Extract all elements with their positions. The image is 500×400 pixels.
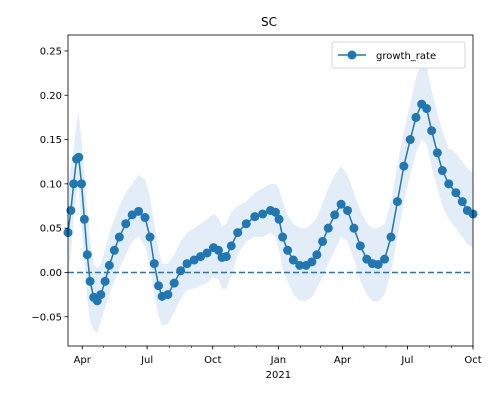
growth-rate-point [213, 245, 223, 255]
growth-rate-point [437, 166, 447, 176]
legend-marker-swatch [347, 50, 357, 60]
x-tick-label: Jan [270, 355, 286, 366]
growth-rate-point [411, 112, 421, 122]
x-tick-label: Apr [334, 355, 352, 366]
axes-layer: −0.05 0.00 0.05 0.10 0.15 0.20 0.25 Apr Jul Oct Ja… [31, 34, 482, 381]
x-tick-label: Jul [140, 355, 153, 366]
growth-rate-point [140, 213, 150, 223]
x-tick-year-label: 2021 [266, 370, 291, 381]
growth-rate-line [67, 102, 474, 303]
growth-rate-point [74, 152, 84, 162]
growth-rate-point [343, 205, 353, 215]
growth-rate-point [288, 255, 298, 265]
growth-rate-point [149, 259, 159, 269]
growth-rate-point [104, 260, 114, 270]
growth-rate-point [258, 209, 268, 219]
growth-rate-point [386, 232, 396, 242]
growth-rate-point [69, 179, 79, 189]
y-tick-label: −0.05 [31, 312, 62, 323]
growth-rate-point [451, 188, 461, 198]
growth-rate-point [221, 252, 231, 262]
legend-box [331, 41, 466, 69]
growth-rate-point [79, 214, 89, 224]
growth-rate-point [278, 232, 288, 242]
growth-rate-point [202, 248, 212, 258]
growth-rate-point [100, 276, 110, 286]
plot-area-frame [67, 34, 474, 347]
growth-rate-point [154, 281, 164, 291]
growth-rate-point [330, 210, 340, 220]
growth-rate-point [270, 207, 280, 217]
growth-rate-point [444, 179, 454, 189]
growth-rate-point [432, 148, 442, 158]
growth-rate-point [114, 232, 124, 242]
legend: growth_rate [331, 41, 466, 69]
growth-rate-point [226, 241, 236, 251]
growth-rate-point [233, 228, 243, 238]
y-tick-label: 0.15 [40, 135, 62, 146]
growth-rate-point [241, 219, 251, 229]
growth-rate-point [283, 245, 293, 255]
growth-rate-point [66, 205, 76, 215]
growth-rate-point [176, 266, 186, 276]
growth-rate-point [295, 260, 305, 270]
growth-rate-point [373, 259, 383, 269]
growth-rate-point [163, 290, 173, 300]
legend-label-growth-rate: growth_rate [376, 51, 436, 62]
growth-rate-point [427, 126, 437, 136]
x-tick-label: Jul [400, 355, 413, 366]
growth-rate-point [380, 254, 390, 264]
x-tick-label: Oct [204, 355, 221, 366]
growth-rate-point [85, 276, 95, 286]
growth-rate-point [399, 161, 409, 171]
growth-rate-point [134, 206, 144, 216]
x-tick-label: Apr [74, 355, 92, 366]
growth-rate-point [145, 232, 155, 242]
growth-rate-point [109, 245, 119, 255]
growth-rate-point [336, 199, 346, 209]
growth-rate-point [169, 278, 179, 288]
growth-rate-point [82, 250, 92, 260]
growth-rate-point [182, 259, 192, 269]
growth-rate-point [355, 241, 365, 251]
y-tick-label: 0.00 [40, 268, 62, 279]
growth-rate-point [250, 212, 260, 222]
growth-rate-point [349, 223, 359, 233]
growth-rate-point [318, 236, 328, 246]
growth-rate-point [422, 104, 432, 114]
growth-rate-point [121, 219, 131, 229]
growth-rate-point [307, 257, 317, 267]
growth-rate-point [77, 179, 87, 189]
growth-rate-point [392, 197, 402, 207]
growth-rate-series-layer [63, 99, 478, 306]
growth-rate-point [405, 135, 415, 145]
chart-title: SC [261, 15, 277, 29]
x-tick-label: Oct [464, 355, 481, 366]
y-tick-label: 0.10 [40, 179, 62, 190]
growth-rate-point [96, 290, 106, 300]
y-tick-label: 0.20 [40, 91, 62, 102]
growth-rate-point [323, 223, 333, 233]
growth-rate-point [312, 250, 322, 260]
y-tick-label: 0.25 [40, 46, 62, 57]
y-tick-label: 0.05 [40, 224, 62, 235]
growth-rate-point [457, 197, 467, 207]
growth-rate-point [274, 214, 284, 224]
